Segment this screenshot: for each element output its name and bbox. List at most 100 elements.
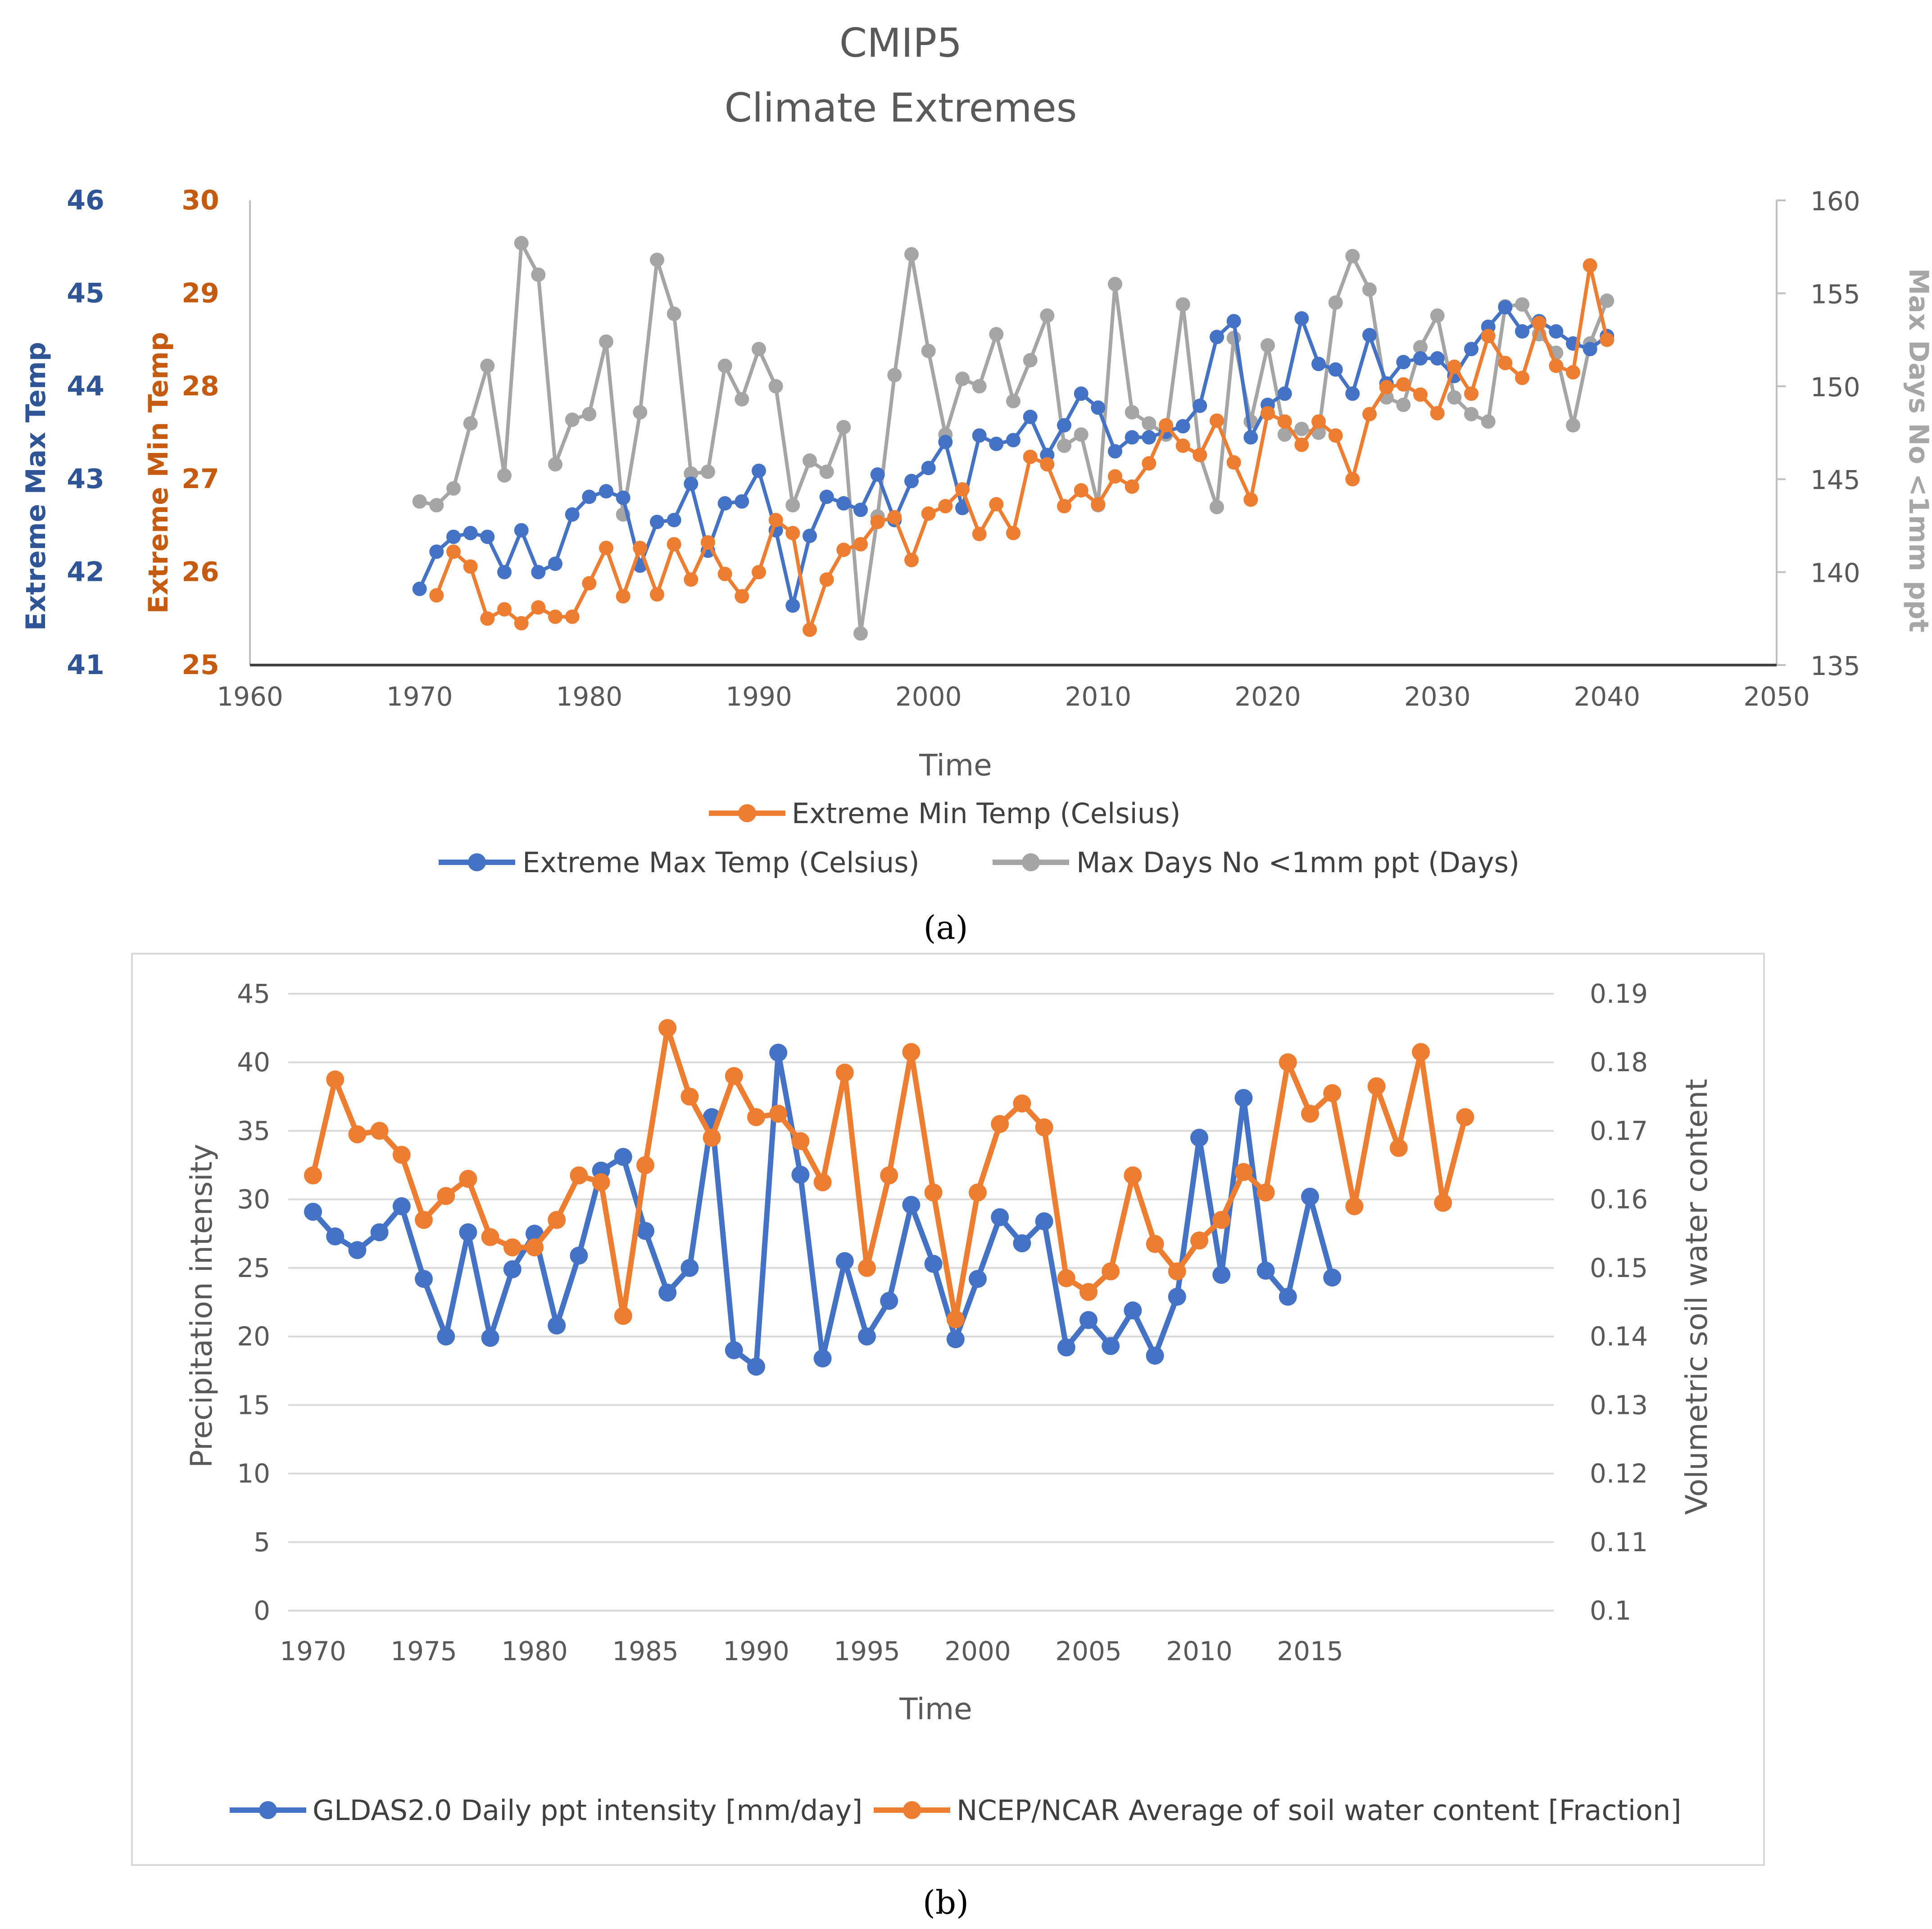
- chart-b-series-left-point: [570, 1246, 588, 1265]
- chart-b-series-right-point: [1057, 1269, 1075, 1287]
- chart-a-series-max-point: [497, 565, 512, 580]
- legend-entry-max-days[interactable]: Max Days No <1mm ppt (Days): [993, 846, 1519, 879]
- chart-a-min-tick-label: 30: [181, 185, 219, 216]
- chart-a-series-days-point: [955, 371, 970, 386]
- chart-b-series-right-point: [680, 1087, 699, 1106]
- chart-a-series-min-point: [684, 572, 698, 587]
- chart-a-series-min-point: [1159, 418, 1173, 433]
- chart-b-series-left-line: [311, 1050, 1335, 1370]
- chart-a-series-days-point: [1210, 500, 1224, 515]
- chart-a-series-days-point: [480, 358, 495, 373]
- chart-a-series-min-point: [1175, 438, 1190, 453]
- chart-b-x-tick-label: 1985: [612, 1636, 679, 1666]
- chart-b-series-right-point: [1389, 1139, 1408, 1157]
- chart-a-series-min-point: [752, 565, 766, 580]
- chart-b-series-right-point: [348, 1125, 367, 1144]
- chart-b-series-right-point: [835, 1064, 854, 1082]
- chart-b-y-axis-right-label: Volumetric soil water content: [1679, 1079, 1714, 1515]
- legend-entry-ncep[interactable]: NCEP/NCAR Average of soil water content …: [874, 1794, 1681, 1827]
- legend-entry-min-temp[interactable]: Extreme Min Temp (Celsius): [709, 797, 1181, 830]
- chart-a-series-days-point: [1277, 427, 1292, 442]
- chart-b-series-right-point: [1367, 1077, 1386, 1096]
- chart-a-series-max-point: [1583, 342, 1597, 357]
- chart-a-series-max-point: [684, 476, 698, 491]
- chart-a-series-days-point: [1464, 407, 1478, 421]
- chart-a-series-min-point: [565, 609, 580, 624]
- legend-entry-gldas[interactable]: GLDAS2.0 Daily ppt intensity [mm/day]: [230, 1794, 862, 1827]
- chart-b-x-tick-label: 1990: [723, 1636, 789, 1666]
- legend-entry-max-temp[interactable]: Extreme Max Temp (Celsius): [439, 846, 920, 879]
- chart-b-series-left-point: [1035, 1212, 1053, 1231]
- chart-b-right-tick-label: 0.13: [1590, 1390, 1648, 1420]
- chart-a-series-min-point: [1362, 407, 1377, 421]
- chart-a-series-min-point: [429, 588, 444, 603]
- chart-a-series-min-point: [1243, 492, 1258, 507]
- chart-a-series-days-point: [412, 494, 427, 509]
- chart-a-series-max-point: [548, 557, 562, 571]
- chart-a-series-max-point: [1328, 362, 1343, 377]
- chart-a-series-max-point: [1345, 386, 1360, 401]
- chart-a-series-max-line: [418, 305, 1608, 607]
- chart-a-series-max-point: [1430, 351, 1445, 366]
- chart-a-max-tick-label: 42: [67, 557, 104, 588]
- chart-a-series-min-point: [1481, 329, 1496, 344]
- chart-b-series-left-point: [1079, 1311, 1098, 1329]
- chart-a-series-days-point: [497, 468, 512, 483]
- chart-a-series-max-point: [836, 496, 851, 511]
- chart-a-series-days-point: [1447, 390, 1462, 405]
- chart-b-series-right-point: [1079, 1283, 1098, 1301]
- chart-b: 0 5 10 15 20 25 30 35 40 45 0.1 0.11 0.12 0.13 0.14 0.1…: [131, 953, 1765, 1921]
- chart-a-series-min-point: [1345, 472, 1360, 487]
- chart-a-series-days-point: [717, 358, 732, 373]
- chart-a-series-min-point: [1549, 358, 1564, 373]
- legend-label-gldas: GLDAS2.0 Daily ppt intensity [mm/day]: [313, 1794, 862, 1827]
- chart-a-series-min-point: [616, 589, 630, 604]
- chart-a-series-min-point: [1193, 448, 1207, 462]
- chart-b-series-right-point: [880, 1166, 898, 1185]
- chart-a-series-max-point: [1243, 430, 1258, 445]
- chart-a-series-days-point: [1328, 295, 1343, 310]
- chart-a-series-days-point: [565, 412, 580, 427]
- chart-b-left-tick-label: 20: [237, 1321, 270, 1352]
- chart-b-series-left-point: [1057, 1338, 1075, 1357]
- chart-b-series-left-point: [370, 1223, 389, 1241]
- chart-b-right-tick-label: 0.19: [1590, 978, 1648, 1009]
- chart-b-series-right-point: [991, 1115, 1009, 1133]
- chart-a-series-min-point: [599, 540, 613, 555]
- chart-a-series-min-point: [955, 482, 970, 497]
- chart-b-series-right-point: [1190, 1232, 1208, 1250]
- chart-b-series-right-point: [392, 1146, 411, 1164]
- chart-a-series-min-point: [938, 499, 953, 514]
- legend-label-max-temp: Extreme Max Temp (Celsius): [522, 846, 920, 879]
- chart-a-series-max-point: [1175, 419, 1190, 434]
- chart-a-y-axis-days-label: Max Days No <1mm ppt: [1903, 268, 1932, 633]
- chart-a-series-min-point: [1091, 497, 1106, 512]
- chart-b-x-tick-label: 2000: [944, 1636, 1011, 1666]
- chart-b-series-left-point: [747, 1358, 765, 1376]
- chart-a-series-days-point: [752, 342, 766, 357]
- chart-b-series-left-point: [1256, 1262, 1275, 1280]
- chart-b-series-left-point: [1146, 1346, 1164, 1365]
- chart-a-series-max-point: [1498, 300, 1513, 315]
- chart-a-series-days-point: [836, 420, 851, 435]
- chart-a-series-days-point: [1023, 353, 1038, 367]
- chart-a-series-min-point: [633, 540, 648, 555]
- chart-a-series-max-point: [938, 435, 953, 449]
- chart-a-series-min-point: [1210, 413, 1224, 428]
- chart-a-series-days-point: [1481, 414, 1496, 429]
- chart-a-series-min-point: [1532, 316, 1547, 331]
- chart-b-series-right-point: [548, 1211, 566, 1229]
- chart-a-days-tick-label: 145: [1810, 465, 1860, 495]
- chart-a-series-days-point: [1566, 418, 1580, 433]
- chart-a-series-min-point: [446, 544, 461, 559]
- chart-a-series-max-point: [565, 507, 580, 522]
- chart-b-series-right-point: [1301, 1105, 1319, 1123]
- chart-a-min-tick-label: 27: [181, 463, 219, 495]
- chart-b-series-right-point: [1234, 1163, 1253, 1181]
- chart-a-series-max-point: [1006, 433, 1020, 448]
- chart-b-left-tick-label: 5: [254, 1527, 270, 1558]
- chart-a-series-min-point: [701, 535, 715, 550]
- chart-a-subtitle: Climate Extremes: [725, 85, 1077, 131]
- chart-a-series-max-point: [972, 428, 987, 443]
